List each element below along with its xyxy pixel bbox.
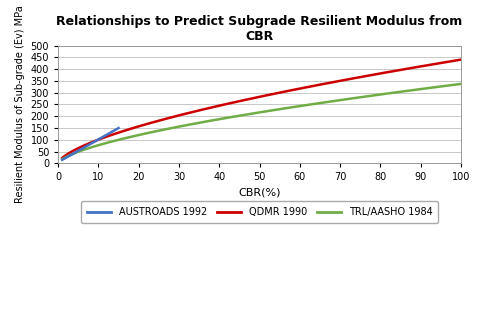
Legend: AUSTROADS 1992, QDMR 1990, TRL/AASHO 1984: AUSTROADS 1992, QDMR 1990, TRL/AASHO 198… bbox=[80, 201, 438, 223]
X-axis label: CBR(%): CBR(%) bbox=[238, 188, 280, 198]
Title: Relationships to Predict Subgrade Resilient Modulus from
CBR: Relationships to Predict Subgrade Resili… bbox=[56, 15, 462, 43]
Y-axis label: Resilient Modulus of Sub-grade (Ev) MPa: Resilient Modulus of Sub-grade (Ev) MPa bbox=[15, 6, 25, 203]
